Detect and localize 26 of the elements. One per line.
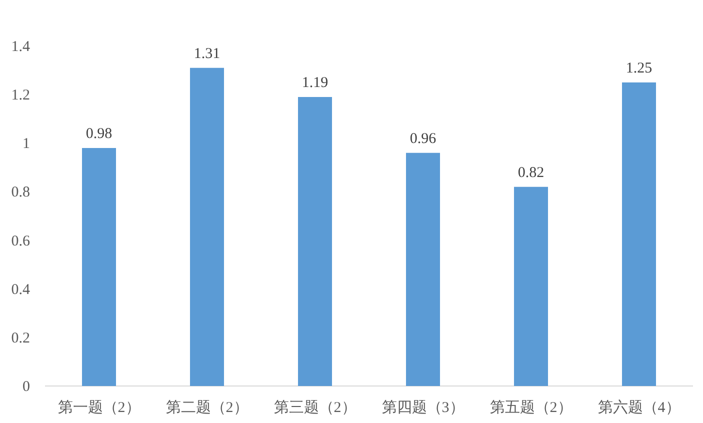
data-label: 1.25 (626, 60, 652, 76)
x-tick-label: 第五题（2） (490, 399, 572, 416)
bar (298, 97, 332, 386)
y-tick-label: 0.8 (11, 184, 30, 201)
bar (82, 148, 116, 386)
x-tick-label: 第四题（3） (382, 399, 464, 416)
bar (514, 186, 548, 386)
data-label: 0.96 (410, 130, 437, 147)
x-tick-label: 第一题（2） (58, 399, 140, 416)
y-tick-label: 0.6 (11, 233, 30, 250)
data-label: 1.31 (194, 46, 220, 62)
bar (406, 152, 440, 386)
data-label: 1.19 (302, 75, 328, 91)
y-tick-label: 0 (22, 379, 30, 395)
data-label: 0.98 (86, 126, 112, 142)
y-tick-label: 1.4 (11, 39, 30, 55)
x-tick-label: 第三题（2） (274, 399, 356, 416)
x-tick-label: 第六题（4） (598, 399, 680, 416)
y-tick-label: 0.4 (11, 282, 30, 298)
data-label: 0.82 (518, 164, 544, 181)
y-tick-label: 0.2 (11, 330, 30, 346)
y-tick-label: 1 (22, 136, 30, 152)
y-tick-label: 1.2 (11, 88, 30, 104)
bar (622, 82, 656, 386)
x-tick-label: 第二题（2） (166, 399, 248, 416)
bar (190, 68, 224, 386)
